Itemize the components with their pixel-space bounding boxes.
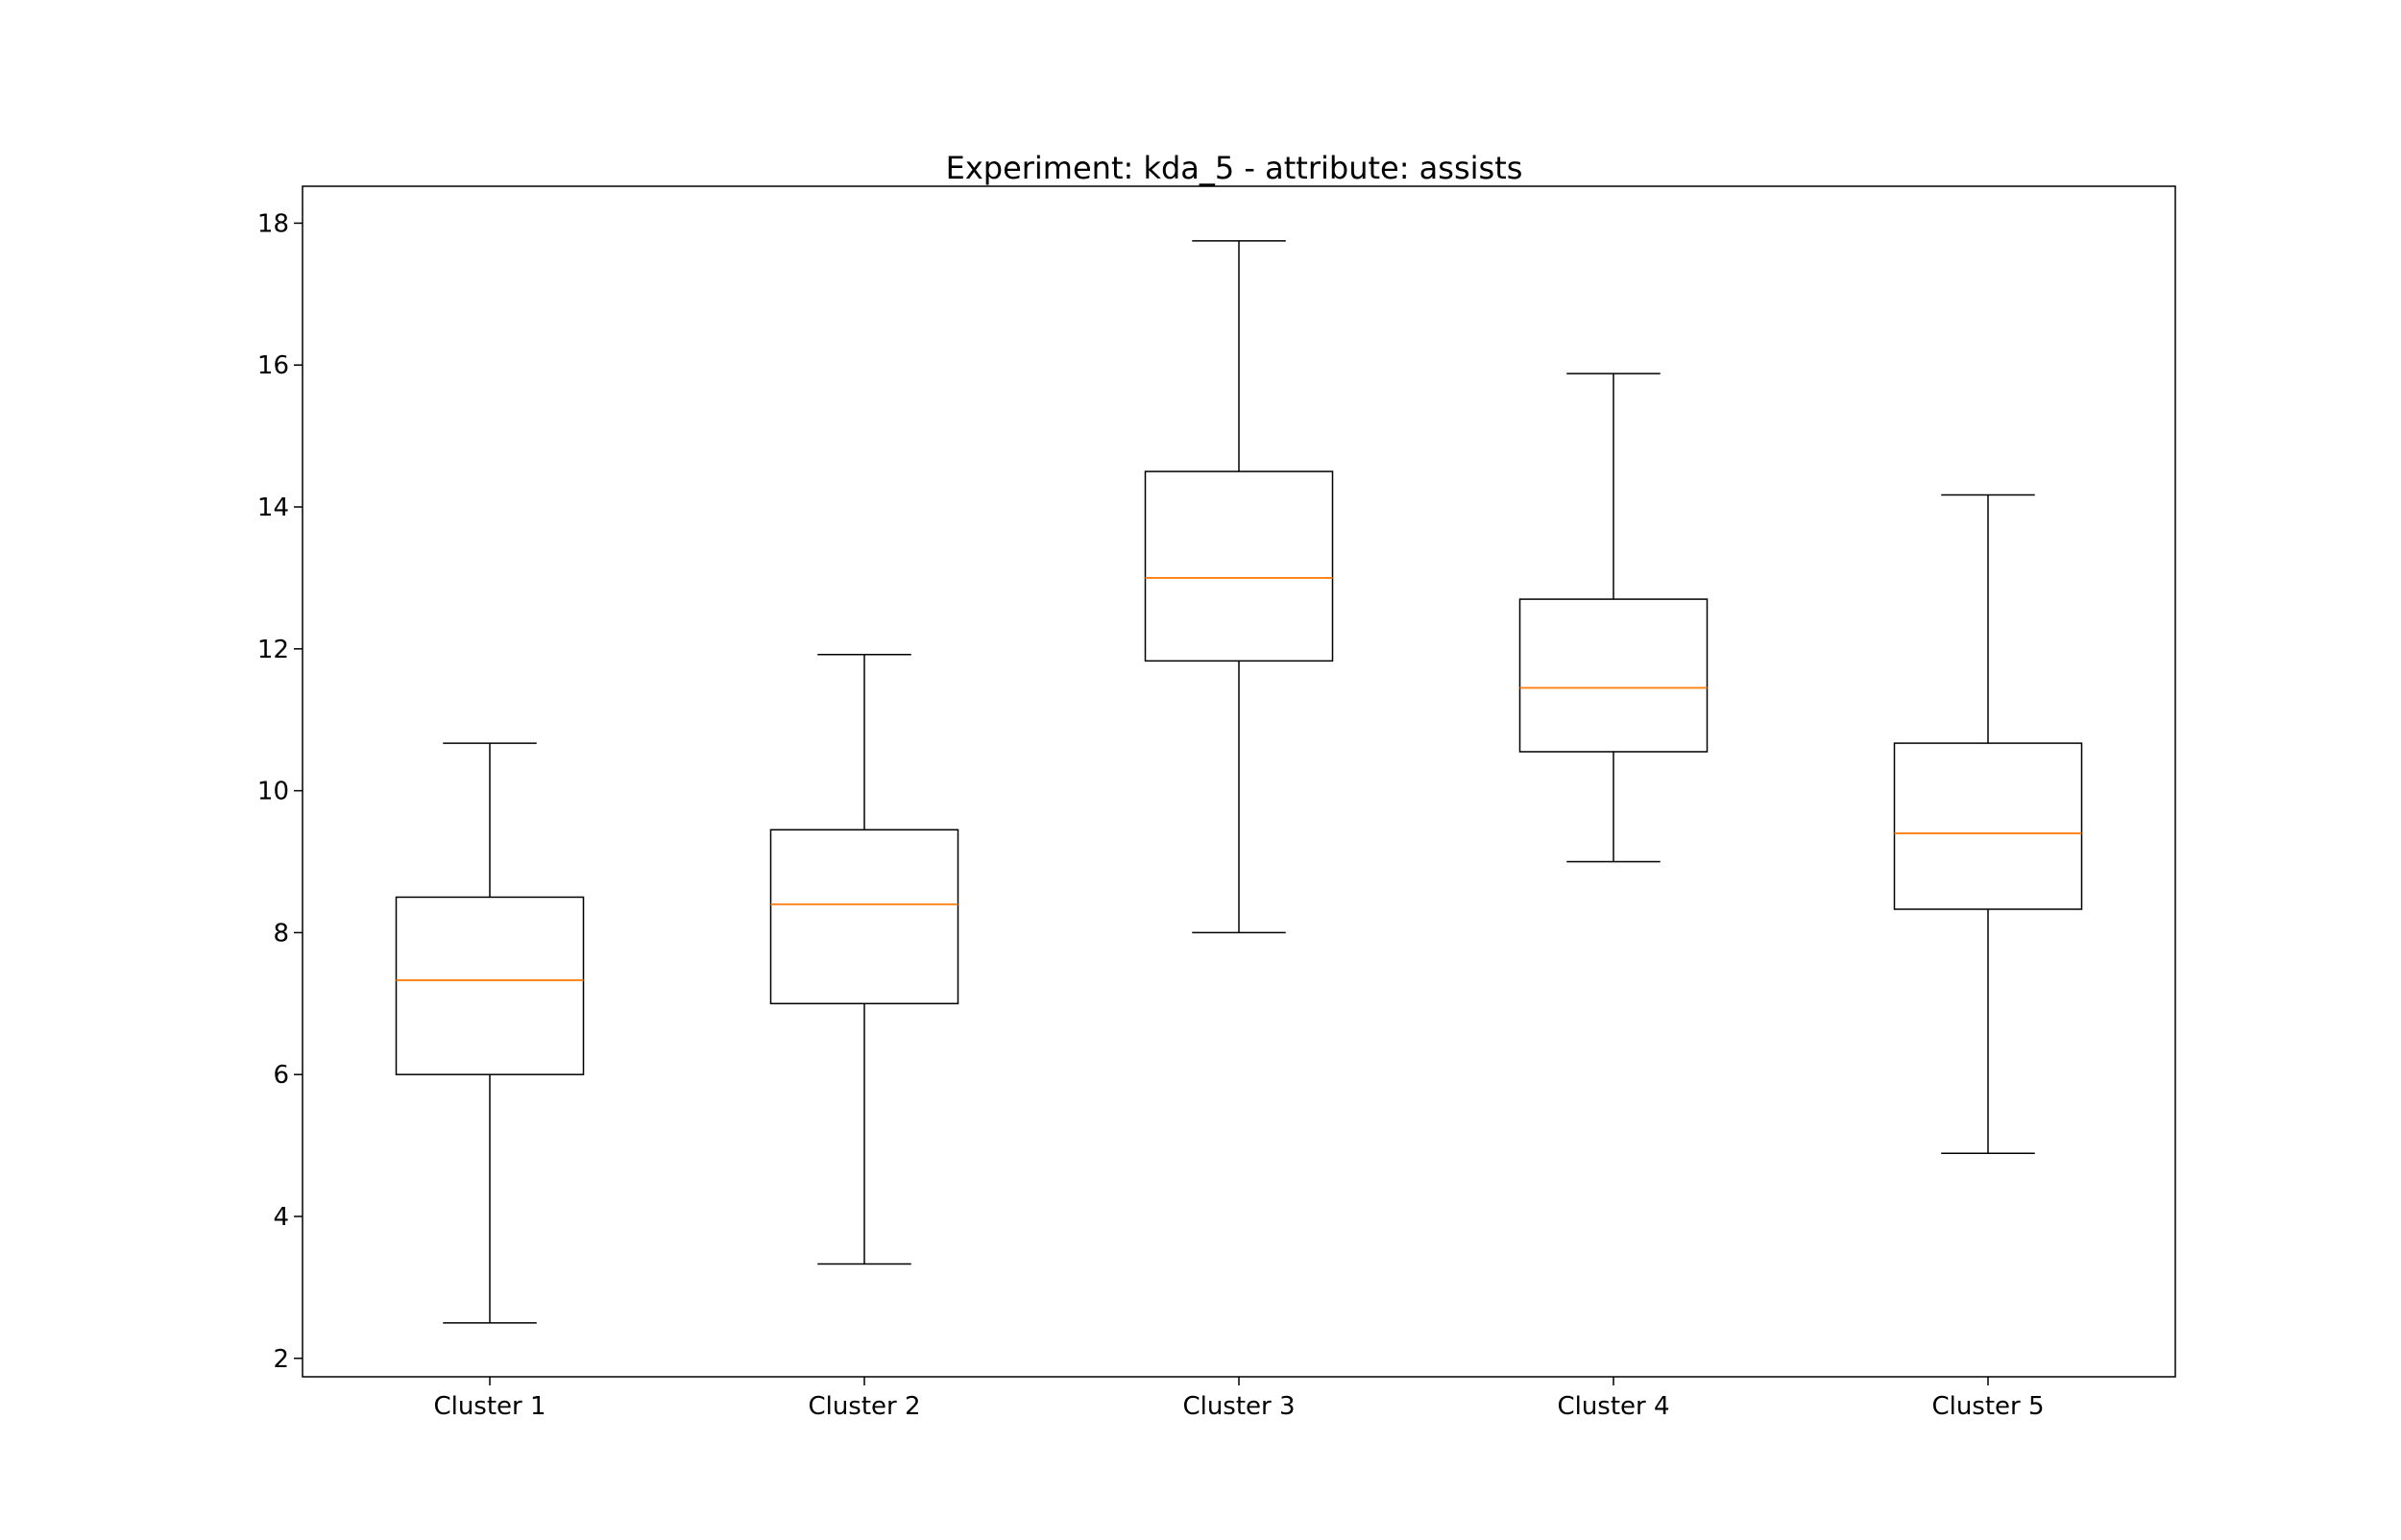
box-group-2	[769, 653, 959, 1265]
x-tick-label: Cluster 5	[1931, 1392, 2044, 1421]
y-tick-label: 16	[257, 351, 289, 380]
x-axis: Cluster 1 Cluster 2 Cluster 3 Cluster 4 Clus…	[433, 1377, 2045, 1421]
x-tick-label: Cluster 3	[1182, 1392, 1295, 1421]
y-tick-label: 10	[257, 778, 289, 806]
box-iqr	[1144, 470, 1334, 662]
y-tick-label: 2	[273, 1345, 289, 1374]
box-iqr	[1518, 598, 1709, 753]
chart-title: Experiment: kda_5 - attribute: assists	[946, 150, 1523, 186]
box-group-1	[395, 742, 585, 1324]
box-iqr	[395, 896, 585, 1075]
y-tick-label: 8	[273, 919, 289, 948]
box-group-5	[1893, 493, 2083, 1154]
y-tick-label: 18	[257, 209, 289, 238]
x-tick-label: Cluster 2	[808, 1392, 920, 1421]
box-group-4	[1518, 373, 1709, 863]
x-tick-label: Cluster 4	[1557, 1392, 1669, 1421]
y-tick-label: 14	[257, 493, 289, 522]
y-tick-label: 6	[273, 1061, 289, 1090]
box-group-3	[1144, 240, 1334, 934]
box-iqr	[769, 829, 959, 1005]
y-tick-label: 12	[257, 636, 289, 664]
plot-area	[395, 240, 2083, 1324]
y-axis: 2 4 6 8 10 12 14 16 18	[257, 209, 303, 1374]
plot-frame	[302, 185, 2176, 1378]
box-iqr	[1893, 742, 2083, 910]
y-tick-label: 4	[273, 1203, 289, 1232]
x-tick-label: Cluster 1	[433, 1392, 546, 1421]
